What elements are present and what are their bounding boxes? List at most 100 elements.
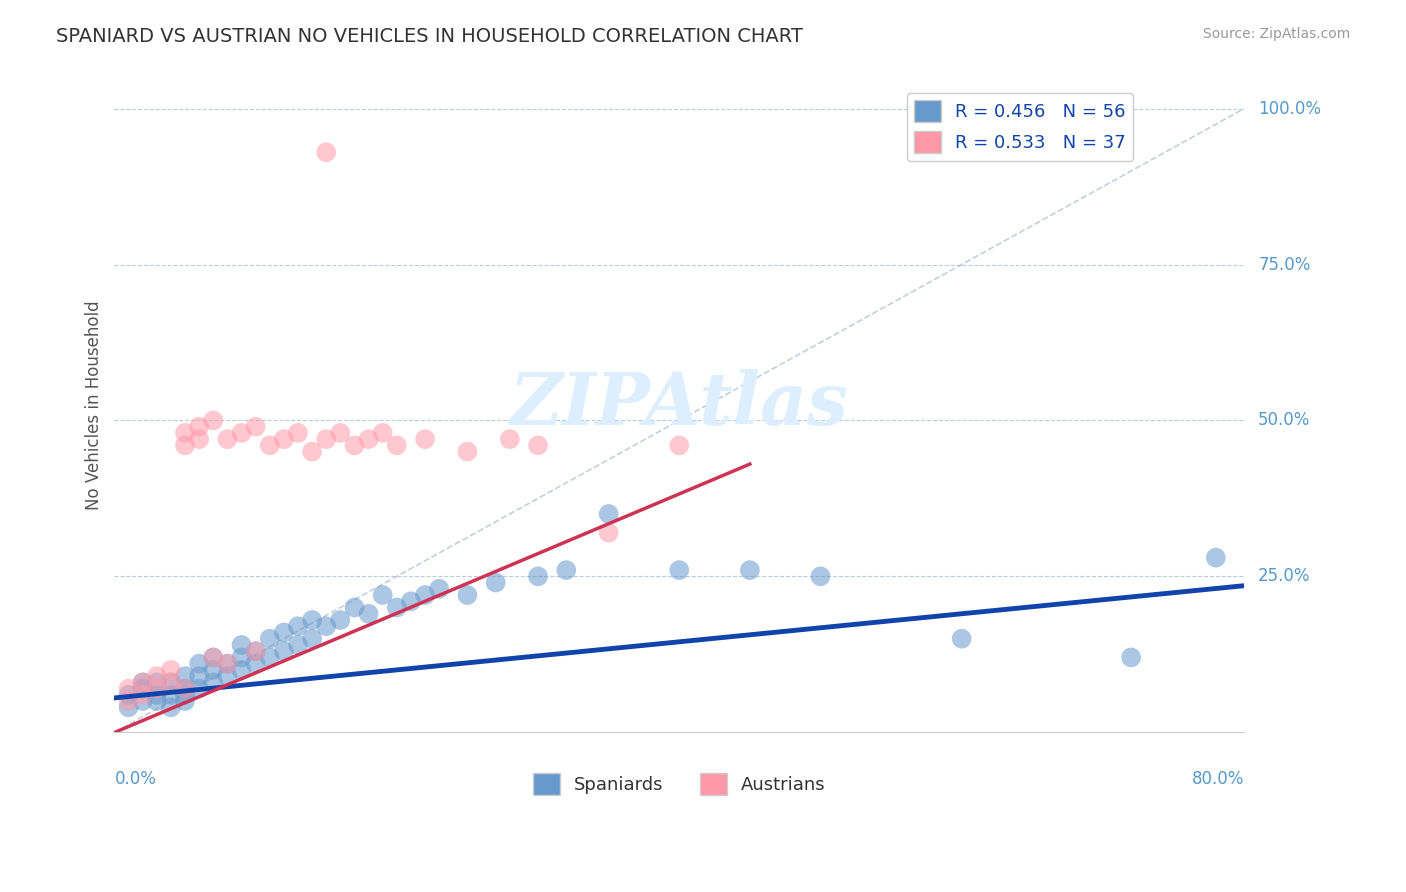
Point	[146, 694, 169, 708]
Point	[174, 688, 197, 702]
Point	[146, 688, 169, 702]
Point	[385, 438, 408, 452]
Point	[810, 569, 832, 583]
Point	[499, 432, 522, 446]
Point	[174, 681, 197, 696]
Point	[456, 444, 478, 458]
Point	[259, 632, 281, 646]
Point	[259, 438, 281, 452]
Point	[231, 663, 253, 677]
Point	[527, 438, 550, 452]
Point	[160, 675, 183, 690]
Point	[174, 438, 197, 452]
Point	[413, 432, 436, 446]
Point	[427, 582, 450, 596]
Point	[287, 619, 309, 633]
Point	[301, 444, 323, 458]
Text: SPANIARD VS AUSTRIAN NO VEHICLES IN HOUSEHOLD CORRELATION CHART: SPANIARD VS AUSTRIAN NO VEHICLES IN HOUS…	[56, 27, 803, 45]
Text: 0.0%: 0.0%	[114, 770, 156, 788]
Point	[174, 669, 197, 683]
Point	[950, 632, 973, 646]
Point	[273, 625, 295, 640]
Text: Source: ZipAtlas.com: Source: ZipAtlas.com	[1202, 27, 1350, 41]
Point	[598, 507, 620, 521]
Point	[131, 681, 153, 696]
Point	[217, 669, 239, 683]
Text: 50.0%: 50.0%	[1258, 411, 1310, 429]
Point	[371, 588, 394, 602]
Point	[117, 681, 139, 696]
Text: 25.0%: 25.0%	[1258, 567, 1310, 585]
Point	[329, 425, 352, 440]
Point	[273, 644, 295, 658]
Point	[160, 700, 183, 714]
Point	[188, 432, 211, 446]
Text: ZIPAtlas: ZIPAtlas	[510, 369, 849, 441]
Point	[160, 663, 183, 677]
Point	[202, 663, 225, 677]
Point	[245, 644, 267, 658]
Text: 100.0%: 100.0%	[1258, 100, 1322, 118]
Point	[131, 675, 153, 690]
Point	[188, 681, 211, 696]
Point	[231, 650, 253, 665]
Point	[485, 575, 508, 590]
Point	[301, 613, 323, 627]
Point	[259, 650, 281, 665]
Point	[202, 675, 225, 690]
Point	[399, 594, 422, 608]
Point	[131, 694, 153, 708]
Point	[146, 681, 169, 696]
Point	[1119, 650, 1142, 665]
Point	[555, 563, 578, 577]
Point	[188, 657, 211, 671]
Legend: Spaniards, Austrians: Spaniards, Austrians	[526, 765, 834, 802]
Point	[527, 569, 550, 583]
Point	[174, 681, 197, 696]
Point	[160, 675, 183, 690]
Point	[315, 432, 337, 446]
Point	[146, 669, 169, 683]
Point	[231, 638, 253, 652]
Point	[117, 694, 139, 708]
Point	[357, 607, 380, 621]
Point	[217, 657, 239, 671]
Point	[146, 675, 169, 690]
Point	[131, 688, 153, 702]
Point	[202, 650, 225, 665]
Point	[117, 688, 139, 702]
Point	[598, 525, 620, 540]
Point	[343, 600, 366, 615]
Text: 80.0%: 80.0%	[1192, 770, 1244, 788]
Point	[160, 688, 183, 702]
Point	[117, 700, 139, 714]
Point	[287, 425, 309, 440]
Point	[287, 638, 309, 652]
Point	[329, 613, 352, 627]
Point	[202, 650, 225, 665]
Point	[385, 600, 408, 615]
Point	[371, 425, 394, 440]
Point	[315, 145, 337, 160]
Point	[245, 644, 267, 658]
Point	[217, 657, 239, 671]
Point	[245, 419, 267, 434]
Point	[245, 657, 267, 671]
Point	[413, 588, 436, 602]
Point	[174, 425, 197, 440]
Y-axis label: No Vehicles in Household: No Vehicles in Household	[86, 300, 103, 509]
Point	[174, 694, 197, 708]
Point	[668, 563, 690, 577]
Point	[1205, 550, 1227, 565]
Point	[738, 563, 761, 577]
Point	[273, 432, 295, 446]
Point	[202, 413, 225, 427]
Point	[456, 588, 478, 602]
Point	[343, 438, 366, 452]
Point	[668, 438, 690, 452]
Point	[315, 619, 337, 633]
Point	[131, 675, 153, 690]
Point	[188, 669, 211, 683]
Point	[188, 419, 211, 434]
Text: 75.0%: 75.0%	[1258, 255, 1310, 274]
